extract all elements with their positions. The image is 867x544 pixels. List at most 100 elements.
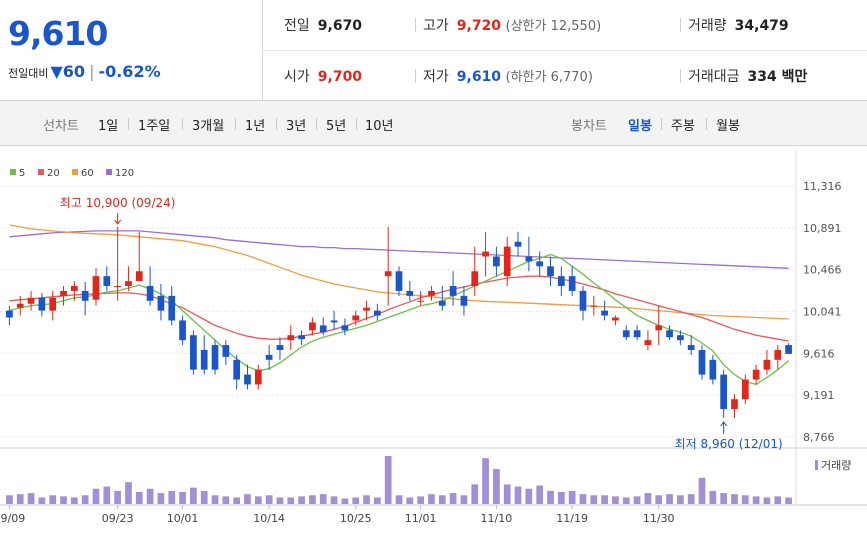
tab-3years[interactable]: 3년 [286, 119, 307, 134]
candle [287, 335, 295, 341]
candle [330, 320, 338, 323]
volume-bar [157, 493, 165, 504]
volume-bar [536, 485, 544, 504]
candle [395, 271, 403, 291]
x-tick-label: 10/14 [253, 512, 285, 525]
tab-5years[interactable]: 5년 [326, 119, 347, 134]
volume-bar [525, 488, 533, 504]
legend-item: 120 [115, 168, 134, 179]
volume-bar [60, 496, 67, 504]
volume-bar [265, 495, 273, 504]
volume-bar [168, 490, 176, 504]
candle [16, 303, 24, 308]
y-tick-label: 9,191 [803, 389, 835, 402]
candle [612, 317, 619, 321]
volume-bar [731, 494, 738, 504]
candle [244, 374, 251, 385]
volume-bar [233, 497, 241, 504]
y-tick-label: 9,616 [803, 347, 835, 360]
divider [128, 118, 129, 130]
high-label: 고가 [423, 18, 449, 34]
candle [103, 276, 111, 287]
volume-bar [125, 482, 132, 504]
volume-bar [741, 495, 749, 504]
y-tick-label: 8,766 [803, 431, 835, 444]
volume-bar [16, 494, 24, 504]
tab-1day[interactable]: 1일 [98, 119, 119, 134]
amount-value: 334 백만 [747, 69, 808, 85]
candle [687, 345, 695, 350]
tab-10years[interactable]: 10년 [365, 119, 394, 134]
candle [265, 354, 273, 360]
tab-monthly[interactable]: 월봉 [716, 119, 740, 134]
low-label: 저가 [423, 69, 449, 85]
divider [182, 118, 183, 130]
candle [222, 345, 230, 357]
volume-bar [666, 494, 673, 504]
tab-3months[interactable]: 3개월 [192, 119, 225, 134]
tab-weekly[interactable]: 주봉 [671, 119, 695, 134]
volume-bar [579, 494, 587, 504]
volume-bar [6, 495, 13, 504]
candle [384, 271, 392, 277]
divider [415, 18, 416, 32]
volume-bar [319, 494, 327, 504]
candle [525, 256, 533, 262]
volume-bar [38, 497, 46, 504]
x-tick-label: 11/30 [643, 512, 675, 525]
volume-bar [363, 495, 370, 504]
volume-bar [698, 477, 706, 504]
candle [374, 310, 381, 316]
candle [557, 276, 565, 287]
volume-bar [276, 497, 284, 504]
candle [200, 349, 208, 370]
volume-bar [720, 493, 728, 504]
legend-item: 60 [81, 168, 94, 179]
divider [706, 118, 707, 130]
candle [677, 335, 684, 341]
volume-bar [503, 484, 511, 504]
divider [661, 118, 662, 130]
candle [460, 295, 468, 306]
volume: 거래량 34,479 [688, 15, 789, 35]
volume-bar [428, 494, 435, 504]
divider: | [89, 62, 95, 81]
candle [720, 374, 728, 410]
candle [254, 369, 262, 385]
high-value: 9,720 [456, 18, 502, 34]
tab-1week[interactable]: 1주일 [138, 119, 171, 134]
tab-daily[interactable]: 일봉 [628, 119, 652, 134]
divider [356, 118, 357, 130]
tab-1year[interactable]: 1년 [245, 119, 266, 134]
volume-bar [752, 496, 760, 504]
lower-limit-note: (하한가 6,770) [505, 70, 593, 85]
ma120-line [9, 230, 789, 269]
y-tick-label: 10,041 [803, 306, 842, 319]
volume-bar [254, 496, 262, 504]
prev-close-label: 전일 [284, 18, 310, 34]
candle [655, 325, 663, 331]
candle [352, 315, 360, 321]
volume-bar [763, 497, 771, 504]
volume-bar [687, 494, 695, 504]
prev-close-value: 9,670 [317, 18, 363, 34]
amount-label: 거래대금 [688, 69, 740, 85]
candle [774, 349, 782, 360]
open-price: 시가 9,700 [284, 66, 362, 86]
high-annotation: 최고 10,900 (09/24) [60, 196, 176, 210]
x-tick-label: 09/23 [102, 512, 134, 525]
candle [309, 322, 316, 331]
candle [341, 325, 349, 331]
candle [146, 286, 154, 301]
candle [276, 345, 284, 350]
change-row: 전일대비 ▼60 | -0.62% [8, 62, 161, 81]
candle [6, 310, 13, 318]
volume-bar [709, 490, 717, 504]
legend-item: 20 [47, 168, 60, 179]
volume-bar [785, 497, 792, 504]
volume-bar [222, 496, 230, 504]
volume-bar [568, 490, 576, 504]
candle [633, 330, 641, 338]
candle [168, 295, 176, 321]
volume-bar [135, 492, 143, 504]
